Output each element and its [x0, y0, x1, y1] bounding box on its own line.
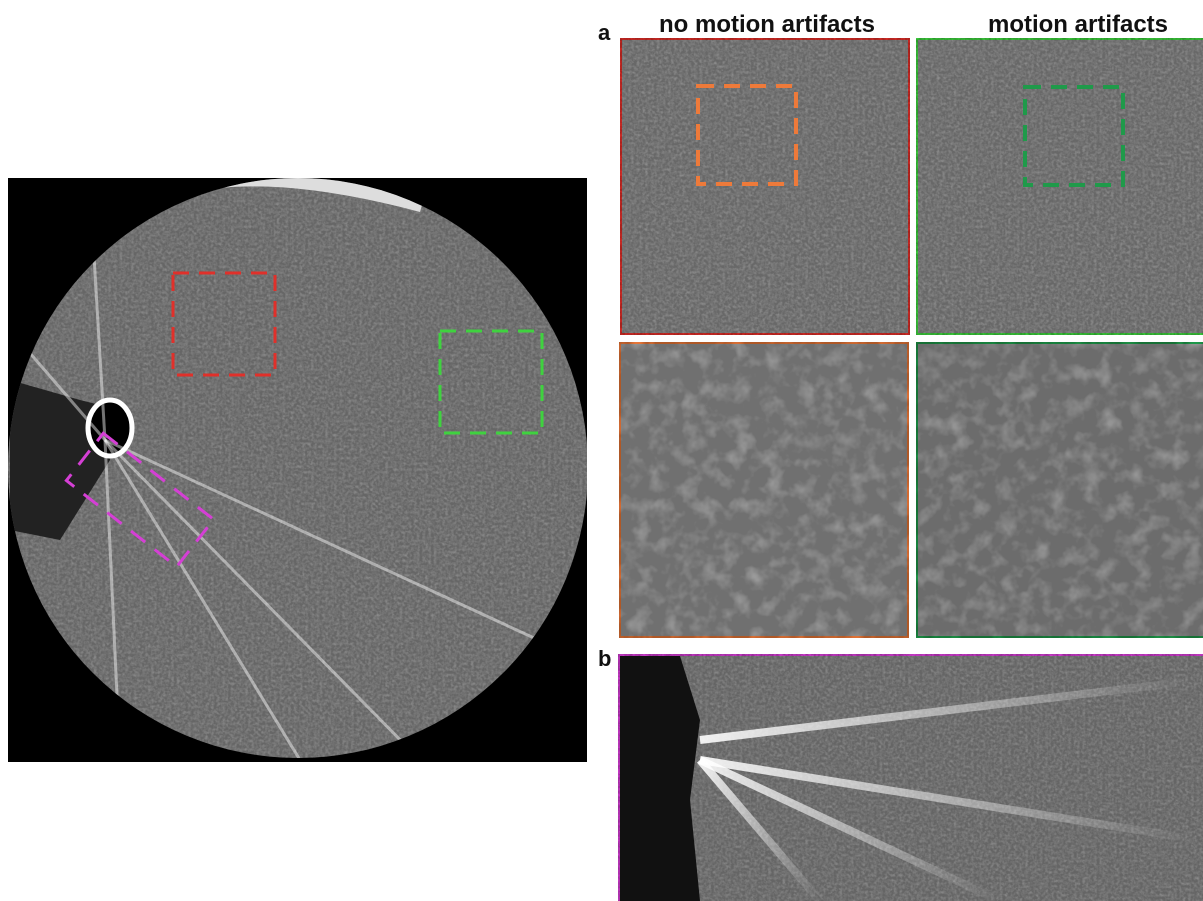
column-title: no motion artifacts — [659, 11, 875, 38]
figure: a no motion artifacts motion artifacts b — [0, 0, 1203, 901]
zoom-no-motion — [619, 342, 909, 638]
overview-image — [8, 178, 587, 762]
crop-motion — [916, 38, 1203, 335]
zoom-motion — [916, 342, 1203, 638]
page: a no motion artifacts motion artifacts b… — [0, 0, 1203, 901]
panel-letter: a — [598, 20, 611, 45]
zoom-streak-region — [618, 654, 1203, 901]
column-title: motion artifacts — [988, 11, 1168, 38]
panel-letter: b — [598, 646, 611, 671]
crop-no-motion — [620, 38, 910, 335]
